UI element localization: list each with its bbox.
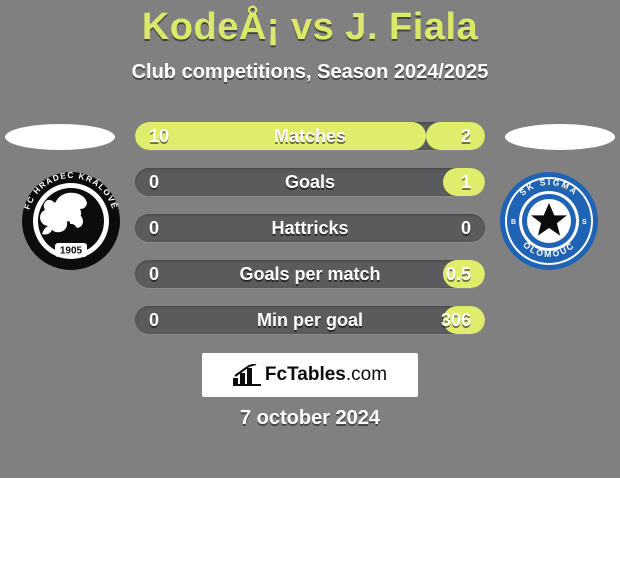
- bar-label: Goals: [135, 172, 485, 193]
- svg-text:1905: 1905: [60, 246, 83, 257]
- brand-suffix: .com: [346, 364, 387, 385]
- decor-ellipse-left: [5, 124, 115, 150]
- stat-bars: 10 Matches 2 0 Goals 1 0 Hattricks 0 0 G…: [135, 122, 485, 334]
- subtitle: Club competitions, Season 2024/2025: [0, 61, 620, 84]
- bar-label: Goals per match: [135, 264, 485, 285]
- comparison-card: KodeÅ¡ vs J. Fiala Club competitions, Se…: [0, 0, 620, 580]
- bar-chart-icon: [233, 364, 261, 386]
- brand-text: FcTables.com: [265, 364, 387, 386]
- bar-label: Min per goal: [135, 310, 485, 331]
- page-title: KodeÅ¡ vs J. Fiala: [0, 0, 620, 49]
- decor-ellipse-right: [505, 124, 615, 150]
- bar-label: Hattricks: [135, 218, 485, 239]
- bar-label: Matches: [135, 126, 485, 147]
- bar-matches: 10 Matches 2: [135, 122, 485, 150]
- bar-goals: 0 Goals 1: [135, 168, 485, 196]
- club-badge-right: SK SIGMA OLOMOUC B S: [499, 171, 599, 271]
- svg-text:S: S: [582, 219, 587, 226]
- hradec-kralove-icon: FC HRADEC KRÁLOVÉ 1905: [21, 171, 121, 271]
- snapshot-date: 7 october 2024: [0, 407, 620, 430]
- bar-hattricks: 0 Hattricks 0: [135, 214, 485, 242]
- brand-link[interactable]: FcTables.com: [202, 353, 418, 397]
- sigma-olomouc-icon: SK SIGMA OLOMOUC B S: [499, 171, 599, 271]
- brand-name: FcTables: [265, 364, 346, 385]
- bar-min-per-goal: 0 Min per goal 306: [135, 306, 485, 334]
- ad-slot[interactable]: [0, 478, 620, 580]
- club-badge-left: FC HRADEC KRÁLOVÉ 1905: [21, 171, 121, 271]
- svg-text:B: B: [511, 219, 516, 226]
- bar-goals-per-match: 0 Goals per match 0.5: [135, 260, 485, 288]
